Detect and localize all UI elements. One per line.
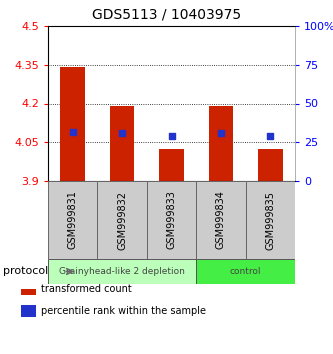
Bar — [246, 181, 295, 259]
Text: GSM999833: GSM999833 — [166, 190, 176, 250]
Text: Grainyhead-like 2 depletion: Grainyhead-like 2 depletion — [59, 267, 185, 276]
Text: GSM999834: GSM999834 — [216, 190, 226, 250]
Bar — [196, 259, 295, 284]
Bar — [208, 106, 233, 181]
Bar — [48, 181, 97, 259]
Bar — [21, 283, 36, 295]
Text: transformed count: transformed count — [41, 284, 132, 294]
Text: percentile rank within the sample: percentile rank within the sample — [41, 306, 206, 316]
Bar — [60, 67, 85, 181]
Bar — [21, 305, 36, 317]
Point — [169, 133, 174, 139]
Bar — [159, 149, 184, 181]
Text: GDS5113 / 10403975: GDS5113 / 10403975 — [92, 8, 241, 22]
Point — [120, 130, 125, 136]
Text: control: control — [230, 267, 261, 276]
Text: GSM999832: GSM999832 — [117, 190, 127, 250]
Text: protocol: protocol — [3, 267, 49, 276]
Text: GSM999831: GSM999831 — [68, 190, 78, 250]
Bar — [97, 181, 147, 259]
Point — [268, 133, 273, 139]
Bar — [147, 181, 196, 259]
Text: GSM999835: GSM999835 — [265, 190, 275, 250]
Bar — [110, 106, 135, 181]
Point — [70, 129, 75, 135]
Bar — [196, 181, 246, 259]
Bar — [48, 259, 196, 284]
Point — [218, 130, 223, 136]
Bar — [258, 149, 283, 181]
